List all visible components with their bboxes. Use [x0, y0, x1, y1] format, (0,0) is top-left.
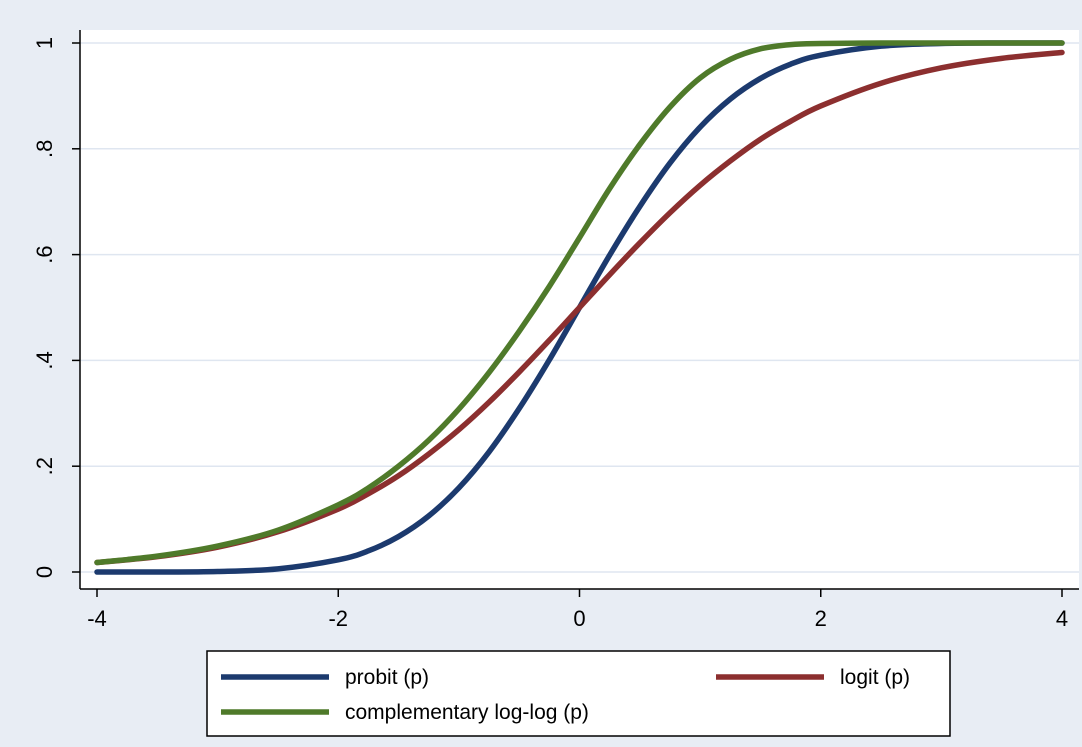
x-tick-label: 4 [1056, 606, 1068, 631]
x-tick-label: -2 [328, 606, 348, 631]
series-line-3 [94, 40, 1065, 566]
legend-label: probit (p) [345, 666, 429, 689]
x-axis-ticks: -4 -2 0 2 4 [87, 589, 1068, 631]
y-axis-ticks: 0 .2 .4 .6 .8 1 [32, 37, 80, 578]
y-tick-label: .8 [32, 140, 57, 158]
series-line-2 [94, 49, 1065, 566]
y-tick-label: .2 [32, 457, 57, 475]
x-tick-label: -4 [87, 606, 107, 631]
series-lines [94, 40, 1065, 575]
y-tick-label: .4 [32, 351, 57, 369]
x-tick-label: 2 [815, 606, 827, 631]
x-tick-label: 0 [573, 606, 585, 631]
y-tick-label: 1 [32, 37, 57, 49]
legend-box [206, 650, 951, 737]
y-tick-label: .6 [32, 245, 57, 263]
y-tick-label: 0 [32, 566, 57, 578]
legend: probit (p) logit (p) complementary log-log… [206, 650, 951, 737]
legend-label: logit (p) [840, 666, 910, 689]
legend-label: complementary log-log (p) [345, 701, 589, 724]
